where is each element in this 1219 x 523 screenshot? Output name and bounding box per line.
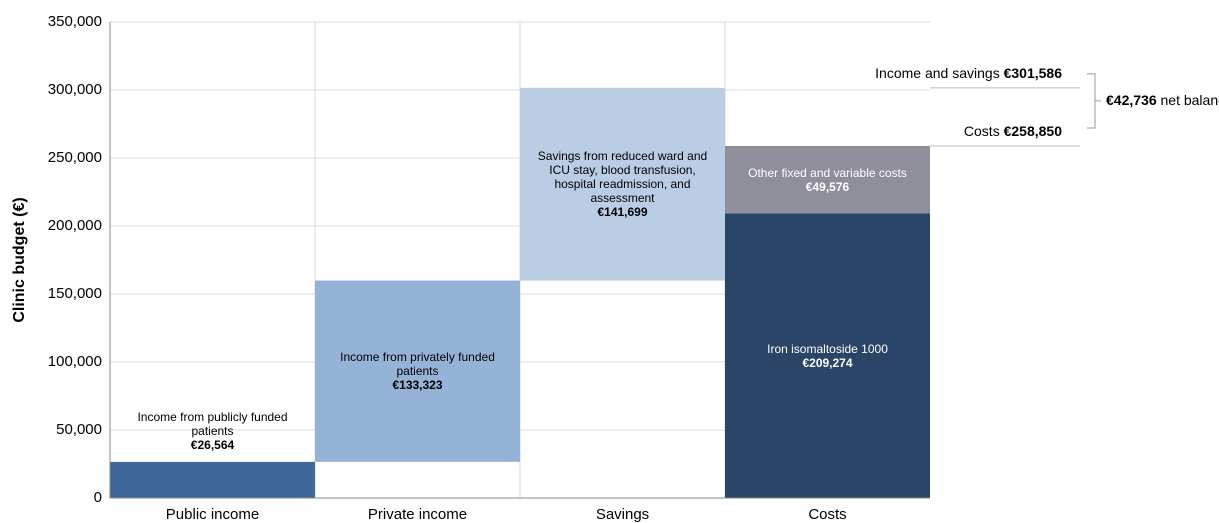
segment-name: Other fixed and variable costs (748, 165, 907, 180)
bar-segment (725, 145, 930, 214)
segment-label-text: Savings from reduced ward and ICU stay, … (520, 88, 725, 281)
segment-label-text: Other fixed and variable costs €49,576 (725, 146, 930, 213)
segment-value: €141,699 (597, 205, 648, 220)
y-tick-label: 50,000 (56, 421, 102, 438)
segment-label: Savings from reduced ward and ICU stay, … (520, 88, 725, 281)
segment-name: Income from privately funded patients (340, 350, 495, 379)
y-tick-label: 300,000 (48, 81, 102, 98)
x-tick-label: Costs (808, 506, 846, 523)
segment-value: €26,564 (190, 437, 235, 452)
segment-name: Income from publicly funded patients (137, 409, 288, 438)
bracket (1087, 73, 1101, 129)
annotation-text: Income and savings €301,586 (875, 65, 1062, 81)
y-tick-label: 100,000 (48, 353, 102, 370)
segment-label-text: Income from privately funded patients €13… (315, 281, 520, 462)
net-balance-value: €42,736 (1106, 92, 1157, 108)
segment-label: Income from privately funded patients€13… (315, 281, 520, 462)
segment-name: Iron isomaltoside 1000 (767, 341, 888, 356)
y-tick-label: 250,000 (48, 149, 102, 166)
x-tick-label: Savings (596, 506, 649, 523)
bar-segment (110, 461, 315, 498)
segment-value: €133,323 (392, 378, 443, 393)
x-tick-label: Private income (368, 506, 467, 523)
segment-value: €49,576 (805, 179, 850, 194)
x-tick-label: Public income (166, 506, 259, 523)
segment-label: Income from publicly funded patients€26,… (110, 400, 315, 462)
annotation-text: Costs €258,850 (964, 123, 1062, 139)
segment-label-text: Iron isomaltoside 1000 €209,274 (725, 213, 930, 498)
segment-label-text: Income from publicly funded patients €26,… (110, 400, 315, 462)
annotation-value: €258,850 (1004, 123, 1063, 139)
segment-value: €209,274 (802, 355, 853, 370)
segment-name: Savings from reduced ward and ICU stay, … (537, 149, 708, 206)
y-tick-label: 150,000 (48, 285, 102, 302)
bar-segment (315, 280, 520, 462)
annotation-label: Costs (964, 123, 1000, 139)
segment-label: Iron isomaltoside 1000€209,274 (725, 213, 930, 498)
annotation-label: Income and savings (875, 65, 1000, 81)
y-axis-label: Clinic budget (€) (11, 197, 28, 322)
y-tick-label: 350,000 (48, 13, 102, 30)
net-balance-label: net balance (1161, 92, 1219, 108)
bars (110, 87, 930, 498)
annotation-value: €301,586 (1004, 65, 1063, 81)
y-tick-label: 200,000 (48, 217, 102, 234)
segment-label: Other fixed and variable costs€49,576 (725, 146, 930, 213)
y-tick-label: 0 (94, 489, 102, 506)
net-balance: €42,736 net balance (1106, 92, 1219, 108)
bar-segment (520, 87, 725, 281)
bar-segment (725, 213, 930, 498)
